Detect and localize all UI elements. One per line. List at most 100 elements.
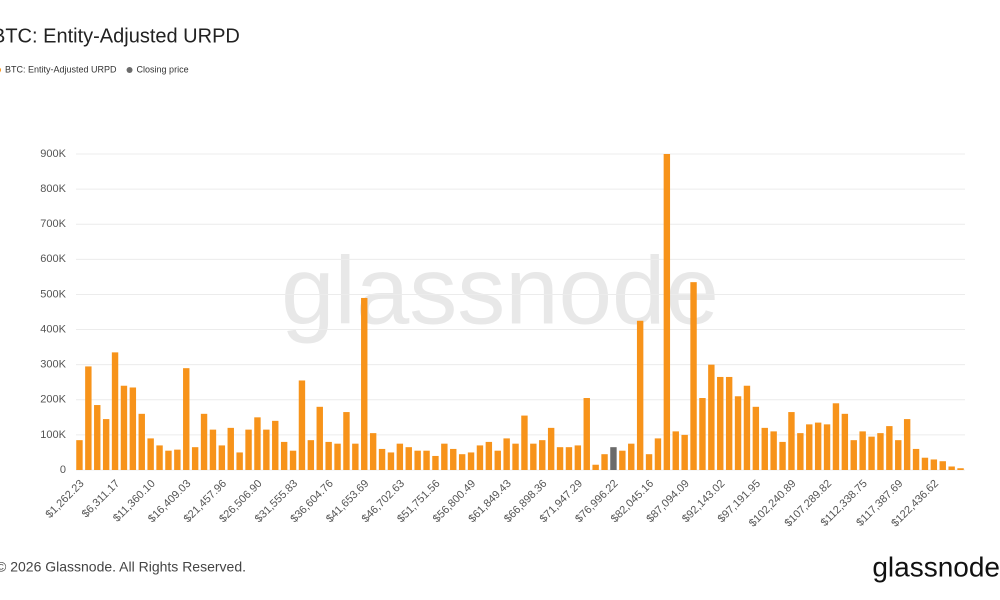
bar [129,387,137,470]
y-tick-label: 0 [60,464,66,476]
y-tick-label: 200K [40,394,66,406]
bar [183,368,190,470]
bar [850,440,857,470]
y-tick-label: 500K [40,288,66,300]
y-tick-label: 300K [40,359,66,371]
bar [361,297,368,470]
bar [85,366,92,470]
bar [396,443,404,470]
bar [289,450,297,470]
bar [280,441,288,470]
bar [209,429,217,470]
bar [120,385,128,470]
bar [663,154,671,470]
bar [76,440,83,470]
bar [912,448,920,470]
y-tick-label: 900K [40,148,66,160]
bar [450,448,457,470]
bar [191,447,199,470]
legend-label: Closing price [137,64,189,74]
bar [841,413,849,470]
bar [539,440,546,470]
bar [441,443,448,470]
bar [645,454,653,470]
chart-title: BTC: Entity-Adjusted URPD [0,25,240,47]
bar [948,466,955,470]
bar [334,443,341,470]
bar [298,380,306,470]
bar [708,364,715,470]
bar [263,429,270,470]
bar [717,376,724,470]
bar [111,352,119,470]
bar [859,431,866,470]
bar [414,450,421,470]
bar [102,419,110,470]
bar [467,452,475,470]
bar [895,440,902,470]
bar [752,406,760,470]
bar [387,452,395,470]
bar [806,424,813,470]
bar [779,441,786,470]
bar [423,450,430,470]
bar [903,419,911,470]
bar [272,420,279,470]
bar [699,398,706,470]
bar [565,447,573,470]
bar [200,413,208,470]
bar [94,405,101,470]
bar [458,454,466,470]
bar [957,468,964,470]
bar [432,455,439,470]
bar [797,433,804,470]
bar [761,427,768,470]
logo: glassnode [872,551,1000,582]
bar [672,431,679,470]
bar [512,443,519,470]
bar [156,445,163,470]
bar [485,441,493,470]
bar [307,440,315,470]
bar [245,429,252,470]
bar [254,417,261,470]
bar [788,412,795,470]
bar [583,398,590,470]
bar [405,447,412,470]
bar [823,424,831,470]
watermark: glassnode [281,237,719,344]
bar [369,433,377,470]
bar [610,447,617,470]
bar [690,282,697,470]
legend-swatch [0,67,1,73]
bar [628,443,635,470]
bar [939,461,946,470]
bar [725,376,733,470]
bar [886,426,893,470]
bar [494,450,501,470]
bar [530,443,537,470]
bar [574,445,582,470]
bar [147,438,154,470]
bar [174,449,181,470]
bar [218,445,226,470]
y-tick-label: 600K [40,253,66,265]
legend-swatch [126,67,133,73]
bar [921,457,929,470]
legend-label: BTC: Entity-Adjusted URPD [5,64,117,74]
bar [476,445,484,470]
bar [636,320,644,470]
bar [868,436,875,470]
bar [521,415,528,470]
x-tick-label: $1,262.23 [44,478,87,521]
bar [227,427,234,470]
bar [138,413,145,470]
copyright: © 2026 Glassnode. All Rights Reserved. [0,559,246,575]
y-tick-label: 800K [40,183,66,195]
bar [316,406,323,470]
bar [352,443,359,470]
bar [832,403,840,470]
legend: BTC: Entity-Adjusted URPD Closing price [0,64,189,74]
bar [770,431,777,470]
bar [619,450,626,470]
